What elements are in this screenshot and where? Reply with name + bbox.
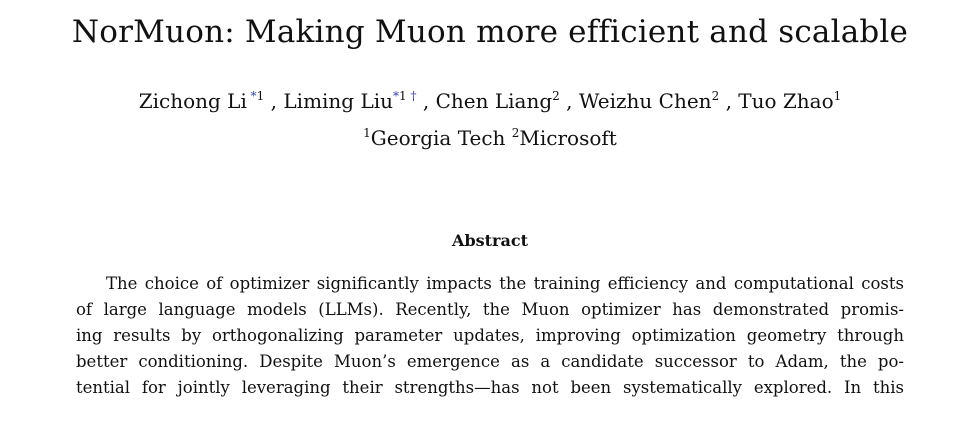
abstract-line: better conditioning. Despite Muon’s emer… <box>76 352 904 371</box>
affiliation-georgia-tech: 1Georgia Tech <box>363 126 505 150</box>
affiliation-microsoft: 2Microsoft <box>512 126 617 150</box>
equal-contribution-mark[interactable]: * <box>393 89 400 103</box>
abstract-line: of large language models (LLMs). Recentl… <box>76 300 904 319</box>
author-tuo-zhao: Tuo Zhao1 <box>738 89 841 113</box>
author-zichong-li: Zichong Li *1 <box>139 89 271 113</box>
abstract-line: ing results by orthogonalizing parameter… <box>76 326 904 345</box>
author-separator: , <box>566 89 579 113</box>
affiliation-index: 2 <box>511 126 520 140</box>
paper-title: NorMuon: Making Muon more efficient and … <box>71 14 909 50</box>
affiliation-mark: 2 <box>552 89 560 103</box>
abstract-line: The choice of optimizer significantly im… <box>106 274 904 293</box>
author-separator: , <box>725 89 739 113</box>
affiliation-mark: 1 <box>399 89 407 103</box>
author-liming-liu: Liming Liu*1 † <box>283 89 422 113</box>
affiliation-name: Georgia Tech <box>370 126 506 150</box>
abstract-body: The choice of optimizer significantly im… <box>76 271 904 401</box>
author-list: Zichong Li *1 , Liming Liu*1 † , Chen Li… <box>0 89 980 113</box>
author-weizhu-chen: Weizhu Chen2 <box>579 89 726 113</box>
affiliation-index: 1 <box>363 126 371 140</box>
affiliation-mark: 1 <box>256 89 265 103</box>
abstract-heading: Abstract <box>452 231 528 250</box>
author-name: Tuo Zhao <box>738 89 834 113</box>
author-separator: , <box>422 89 436 113</box>
author-name: Liming Liu <box>283 89 394 113</box>
affiliation-mark: 2 <box>711 89 720 103</box>
equal-contribution-mark[interactable]: * <box>250 89 257 103</box>
author-chen-liang: Chen Liang2 <box>436 89 567 113</box>
author-separator: , <box>270 89 284 113</box>
affiliation-mark: 1 <box>833 89 842 103</box>
abstract-line: tential for jointly leveraging their str… <box>76 378 904 397</box>
corresponding-author-mark[interactable]: † <box>410 89 417 103</box>
author-name: Zichong Li <box>138 89 247 113</box>
author-name: Weizhu Chen <box>578 89 712 113</box>
affiliation-list: 1Georgia Tech 2Microsoft <box>0 126 980 150</box>
affiliation-name: Microsoft <box>519 126 617 150</box>
author-name: Chen Liang <box>435 89 553 113</box>
